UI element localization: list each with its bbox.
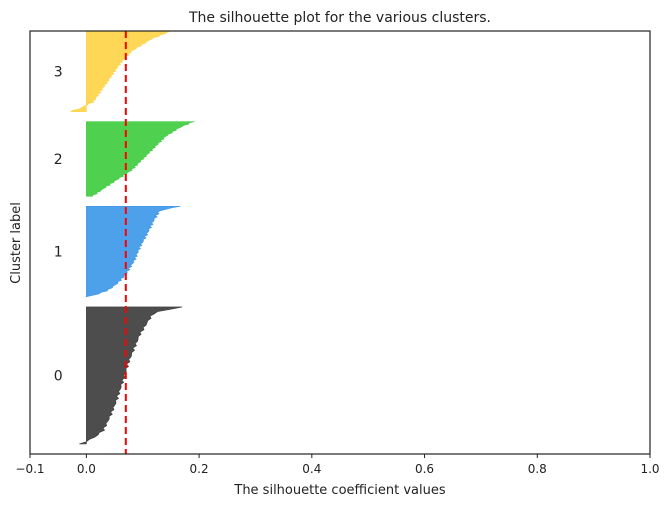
x-tick-label: 0.6 (415, 462, 434, 476)
cluster-3-silhouette (69, 30, 172, 112)
cluster-labels: 0 1 2 3 (54, 64, 63, 384)
cluster-1-silhouette (85, 205, 181, 298)
x-tick-label: 1.0 (640, 462, 659, 476)
cluster-label-0: 0 (54, 368, 63, 384)
plot-frame (29, 30, 651, 455)
x-tick-label: −0.1 (15, 462, 44, 476)
x-tick-label: 0.2 (190, 462, 209, 476)
x-axis-label: The silhouette coefficient values (233, 483, 445, 498)
cluster-2-silhouette (86, 121, 195, 197)
cluster-label-1: 1 (54, 245, 63, 261)
cluster-label-2: 2 (54, 152, 63, 168)
x-tick-label: 0.4 (302, 462, 321, 476)
x-tick-label: 0.0 (77, 462, 96, 476)
x-axis-ticks: −0.1 0.0 0.2 0.4 0.6 0.8 1.0 (15, 454, 660, 476)
x-tick-label: 0.8 (528, 462, 547, 476)
cluster-0-silhouette (79, 306, 183, 445)
cluster-label-3: 3 (54, 64, 63, 80)
plot-area (69, 30, 195, 454)
chart-title: The silhouette plot for the various clus… (188, 10, 491, 26)
y-axis-label: Cluster label (9, 202, 24, 284)
